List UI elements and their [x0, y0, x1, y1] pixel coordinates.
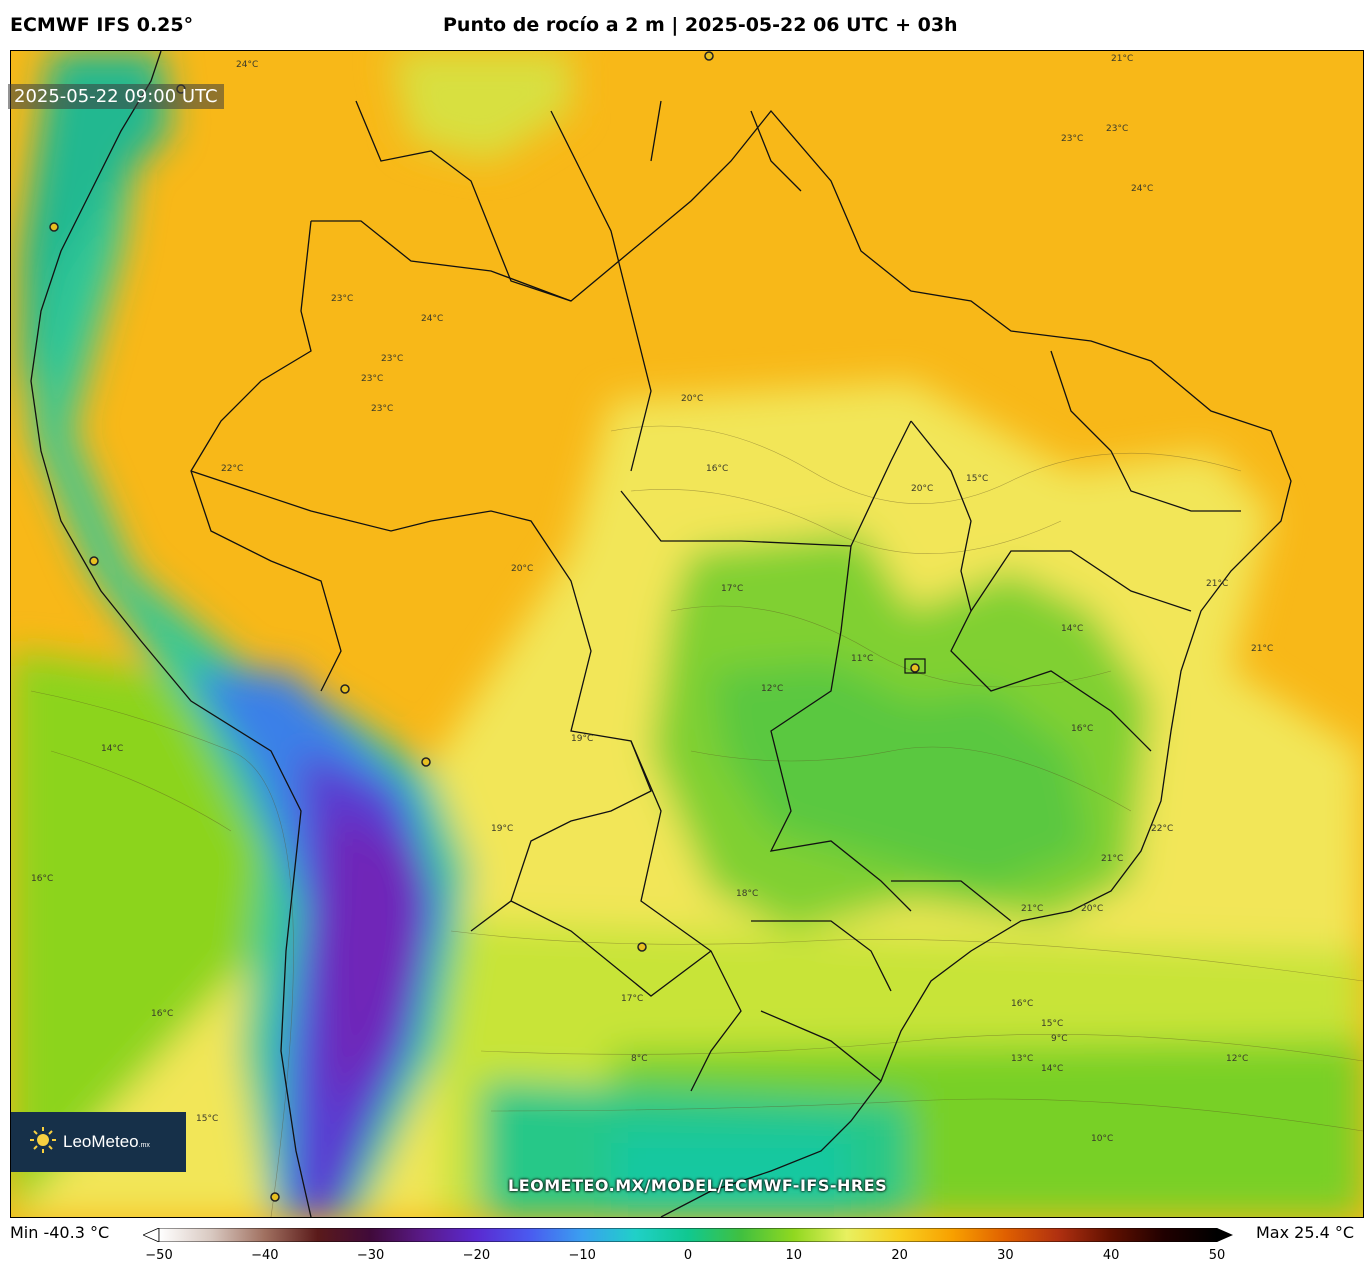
colorbar	[143, 1228, 1233, 1242]
contour-label: 23°C	[371, 404, 393, 414]
dewpoint-shading	[11, 51, 1363, 1217]
contour-label: 22°C	[1151, 824, 1173, 834]
colorbar-tick-label: 30	[997, 1248, 1014, 1263]
colorbar-tick-label: 40	[1102, 1248, 1120, 1263]
contour-label: 15°C	[966, 474, 988, 484]
contour-label: 21°C	[1111, 54, 1133, 64]
colorbar-tick-label: −50	[145, 1248, 173, 1263]
contour-label: 17°C	[721, 584, 743, 594]
valid-time-badge: 2025-05-22 09:00 UTC	[8, 84, 224, 109]
logo-text: LeoMeteo.mx	[63, 1132, 150, 1151]
contour-label: 8°C	[631, 1054, 648, 1064]
contour-label: 9°C	[1051, 1034, 1068, 1044]
contour-label: 16°C	[31, 874, 53, 884]
federal-district-border	[904, 658, 926, 674]
contour-label: 21°C	[1021, 904, 1043, 914]
contour-label: 20°C	[681, 394, 703, 404]
contour-label: 16°C	[1071, 724, 1093, 734]
contour-label: 19°C	[491, 824, 513, 834]
contour-label: 23°C	[1061, 134, 1083, 144]
colorbar-tick-label: 10	[785, 1248, 803, 1263]
contour-label: 24°C	[1131, 184, 1153, 194]
contour-label: 15°C	[1041, 1019, 1063, 1029]
model-name: ECMWF IFS 0.25°	[10, 14, 194, 36]
contour-label: 21°C	[1206, 579, 1228, 589]
colorbar-tick-label: 0	[683, 1248, 693, 1263]
contour-label: 13°C	[1011, 1054, 1033, 1064]
colorbar-tick-label: −10	[568, 1248, 596, 1263]
contour-label: 16°C	[1011, 999, 1033, 1009]
max-value-label: Max 25.4 °C	[1256, 1223, 1355, 1242]
contour-label: 21°C	[1101, 854, 1123, 864]
colorbar-tick-label: −20	[462, 1248, 491, 1263]
colorbar-tick-label: 20	[891, 1248, 908, 1263]
contour-label: 23°C	[381, 354, 403, 364]
colorbar-tick-label: −30	[356, 1248, 385, 1263]
contour-label: 24°C	[236, 60, 258, 70]
contour-label: 19°C	[571, 734, 593, 744]
contour-label: 12°C	[1226, 1054, 1248, 1064]
dewpoint-map[interactable]: 24°C 23°C 23°C 24°C 23°C 22°C 23°C 21°C 20°C 16°C…	[10, 50, 1364, 1218]
contour-label: 20°C	[911, 484, 933, 494]
map-title: Punto de rocío a 2 m | 2025-05-22 06 UTC…	[443, 14, 958, 36]
colorbar-tick-label: 50	[1208, 1248, 1226, 1263]
contour-label: 11°C	[851, 654, 873, 664]
contour-label: 20°C	[511, 564, 533, 574]
contour-label: 23°C	[361, 374, 383, 384]
contour-label: 12°C	[761, 684, 783, 694]
contour-label: 23°C	[331, 294, 353, 304]
contour-label: 18°C	[736, 889, 758, 899]
contour-label: 21°C	[1251, 644, 1273, 654]
map-canvas: 24°C 23°C 23°C 24°C 23°C 22°C 23°C 21°C 20°C 16°C…	[11, 51, 1363, 1217]
contour-label: 16°C	[151, 1009, 173, 1019]
contour-label: 14°C	[101, 744, 123, 754]
contour-label: 14°C	[1041, 1064, 1063, 1074]
contour-lines	[30, 425, 1363, 1217]
source-url-watermark: LEOMETEO.MX/MODEL/ECMWF-IFS-HRES	[508, 1176, 888, 1195]
colorbar-tick-label: −40	[251, 1248, 279, 1263]
contour-label: 23°C	[1106, 124, 1128, 134]
contour-label: 20°C	[1081, 904, 1103, 914]
contour-label: 10°C	[1091, 1134, 1113, 1144]
leometeo-logo[interactable]: LeoMeteo.mx	[11, 1112, 186, 1172]
contour-label: 14°C	[1061, 624, 1083, 634]
contour-label: 24°C	[421, 314, 443, 324]
contour-label-group: 24°C 23°C 23°C 24°C 23°C 22°C 23°C 21°C 20°C 16°C…	[31, 54, 1273, 1144]
contour-label: 17°C	[621, 994, 643, 1004]
sun-icon	[29, 1126, 57, 1158]
contour-label: 22°C	[221, 464, 243, 474]
contour-label: 16°C	[706, 464, 728, 474]
contour-label: 15°C	[196, 1114, 218, 1124]
country-borders	[30, 51, 1292, 1217]
min-value-label: Min -40.3 °C	[10, 1223, 110, 1242]
